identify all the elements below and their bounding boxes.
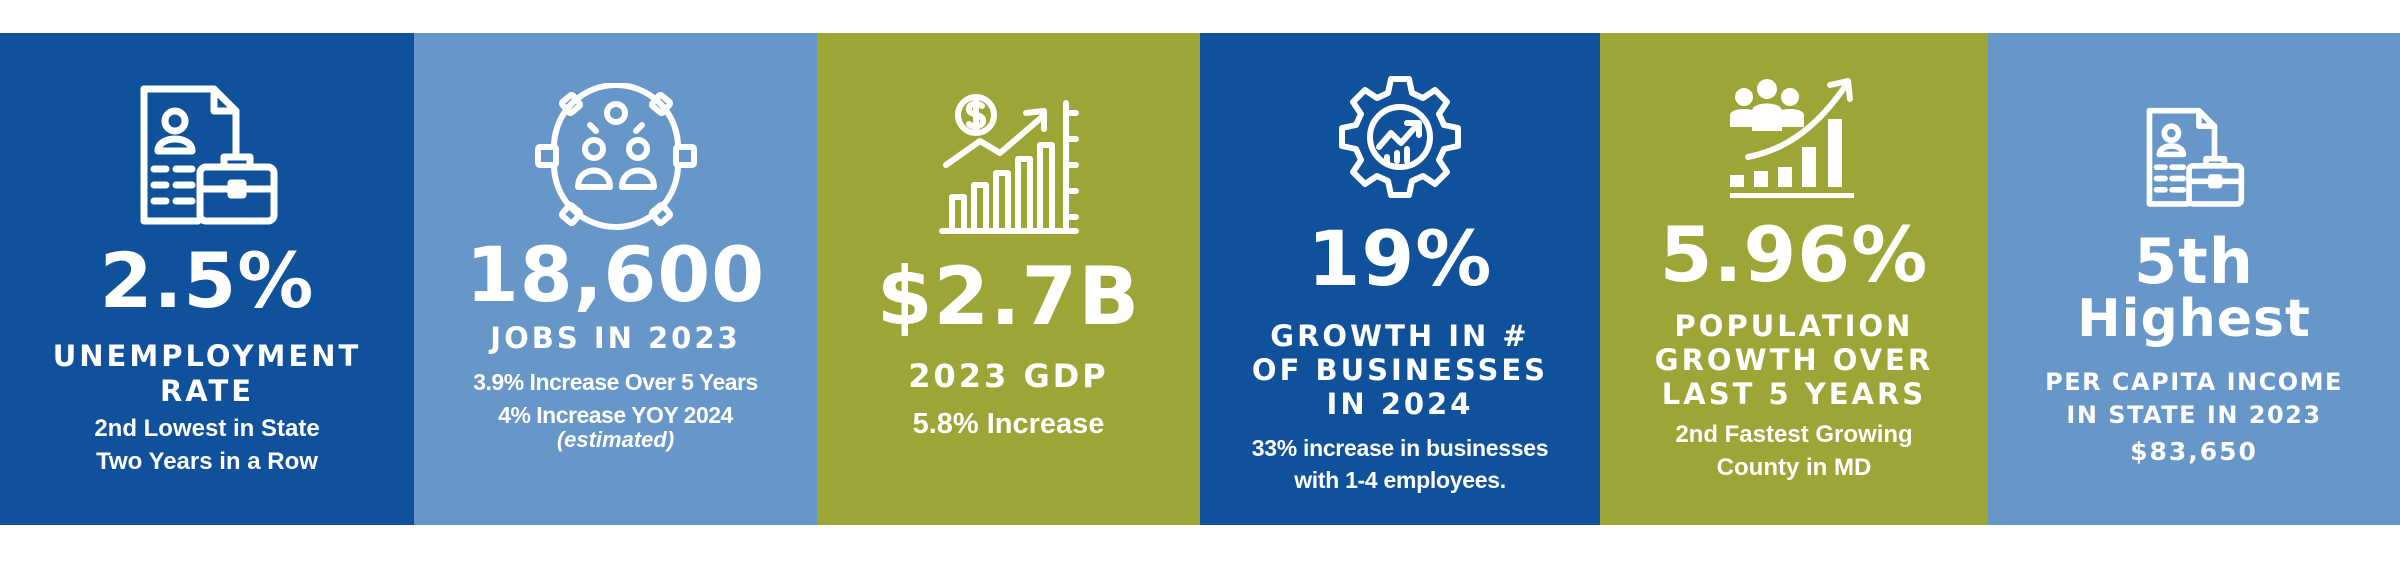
stat-detail-line: Two Years in a Row — [96, 448, 318, 476]
stat-detail-line: 3.9% Increase Over 5 Years — [473, 369, 758, 396]
stat-panel-population: 5.96% POPULATION GROWTH OVER LAST 5 YEAR… — [1600, 33, 1988, 525]
stat-details: 3.9% Increase Over 5 Years 4% Increase Y… — [473, 366, 758, 430]
stat-value: 19% — [1307, 214, 1493, 303]
stats-band: 2.5% UNEMPLOYMENT RATE 2nd Lowest in Sta… — [0, 33, 2400, 525]
stat-panel-per-capita-income: 5th Highest PER CAPITA INCOME IN STATE I… — [1988, 33, 2400, 525]
stat-heading: GROWTH IN # OF BUSINESSES IN 2024 — [1252, 319, 1548, 422]
stat-panel-jobs: 18,600 JOBS IN 2023 3.9% Increase Over 5… — [414, 33, 817, 525]
stat-heading-line: PER CAPITA INCOME — [2045, 368, 2343, 397]
stat-detail-line: 2nd Fastest Growing — [1675, 420, 1913, 448]
stat-heading-line: 2023 GDP — [908, 357, 1109, 395]
stat-heading: JOBS IN 2023 — [490, 321, 740, 356]
stat-panel-gdp: $2.7B 2023 GDP 5.8% Increase — [817, 33, 1200, 525]
stat-details: 33% increase in businesses with 1-4 empl… — [1251, 432, 1549, 496]
stat-heading-line: GROWTH OVER — [1654, 343, 1934, 378]
stat-detail-line: 2nd Lowest in State — [94, 414, 320, 442]
stat-details: $83,650 — [2130, 437, 2258, 468]
stat-value: 5th — [2134, 225, 2254, 298]
resume-briefcase-icon — [2146, 107, 2245, 207]
stat-detail-line: $83,650 — [2130, 437, 2258, 467]
stat-panel-unemployment: 2.5% UNEMPLOYMENT RATE 2nd Lowest in Sta… — [0, 33, 414, 525]
stat-detail-line: 4% Increase YOY 2024 — [498, 401, 733, 428]
stat-panel-business-growth: 19% GROWTH IN # OF BUSINESSES IN 2024 33… — [1200, 33, 1600, 525]
stat-heading: UNEMPLOYMENT RATE — [53, 339, 362, 410]
stat-note: (estimated) — [556, 426, 675, 452]
dollar-growth-chart-icon — [938, 94, 1079, 234]
population-growth-icon — [1730, 78, 1854, 198]
stat-details: 5.8% Increase — [913, 404, 1105, 445]
stat-heading-line: UNEMPLOYMENT — [52, 339, 362, 373]
stat-value: 18,600 — [465, 230, 766, 319]
stat-heading-line: JOBS IN 2023 — [490, 321, 741, 355]
stat-heading-line: IN 2024 — [1326, 387, 1474, 422]
people-gear-icon — [534, 83, 697, 230]
stat-value-secondary: Highest — [2077, 288, 2311, 349]
stat-heading: PER CAPITA INCOME IN STATE IN 2023 — [2045, 366, 2343, 431]
stat-heading-line: GROWTH IN # — [1270, 319, 1530, 353]
stat-details: 2nd Lowest in State Two Years in a Row — [94, 412, 319, 479]
stat-value: 2.5% — [99, 236, 315, 325]
stat-heading: POPULATION GROWTH OVER LAST 5 YEARS — [1655, 309, 1933, 412]
stat-heading: 2023 GDP — [908, 357, 1108, 396]
gear-growth-icon — [1339, 76, 1461, 198]
resume-briefcase-icon — [140, 85, 278, 225]
stat-detail-line: with 1-4 employees. — [1294, 466, 1506, 493]
stat-detail-line: 5.8% Increase — [912, 408, 1105, 441]
stat-value: 5.96% — [1659, 210, 1929, 299]
stat-heading-line: OF BUSINESSES — [1251, 353, 1549, 388]
stat-heading-line: RATE — [159, 374, 255, 409]
stat-detail-line: 33% increase in businesses — [1251, 434, 1549, 461]
stat-value: $2.7B — [876, 250, 1141, 343]
stat-details: 2nd Fastest Growing County in MD — [1675, 418, 1912, 485]
stat-heading-line: IN STATE IN 2023 — [2066, 400, 2322, 429]
stat-heading-line: POPULATION — [1674, 309, 1914, 343]
stat-detail-line: County in MD — [1716, 454, 1872, 482]
stat-heading-line: LAST 5 YEARS — [1661, 377, 1927, 412]
